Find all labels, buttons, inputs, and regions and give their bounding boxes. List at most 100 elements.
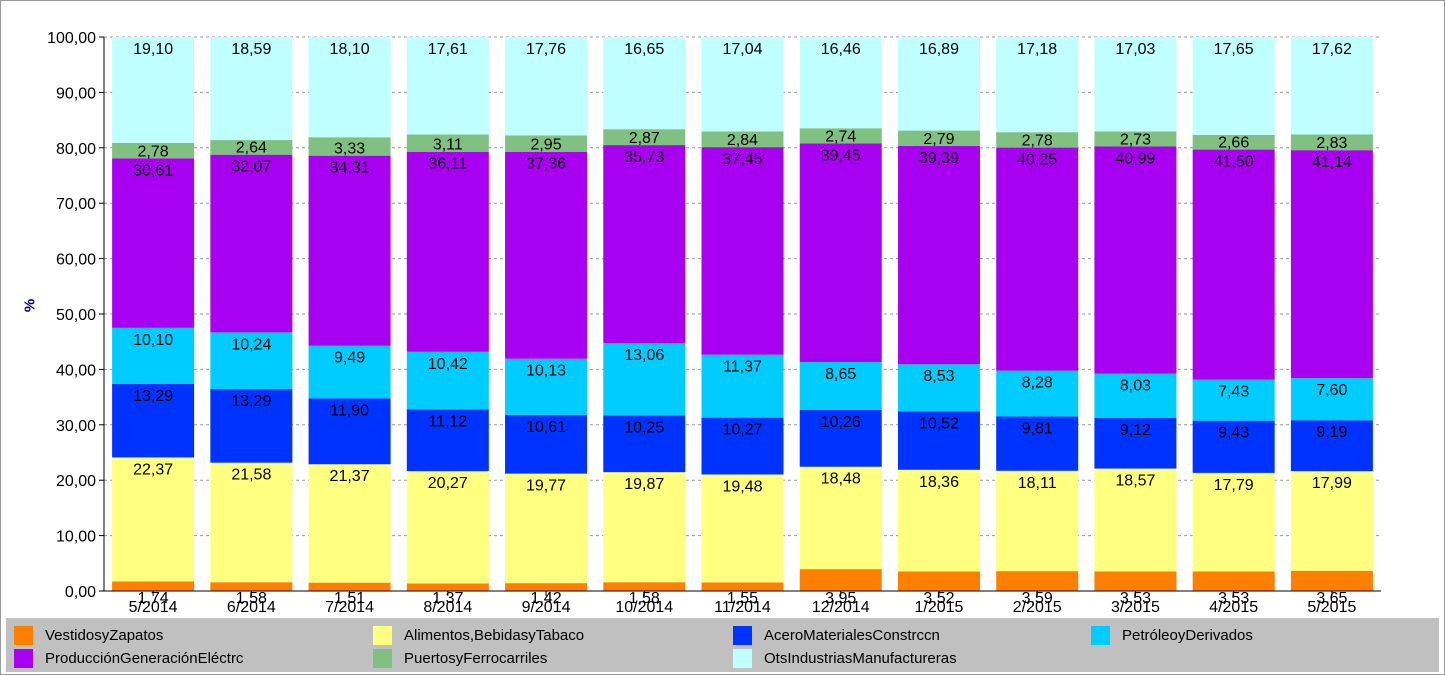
legend-item-vestidosyzapatos: VestidosyZapatos <box>14 625 163 645</box>
data-label: 3,52 <box>923 590 954 607</box>
data-label: 21,58 <box>231 467 271 484</box>
bar-segment-petroleoyderivados <box>799 361 882 410</box>
bar-segment-puertosyferrocarriles <box>1094 131 1177 147</box>
data-label: 16,89 <box>919 41 959 58</box>
bar-segment-alimentos-bebidasytabaco <box>799 466 882 570</box>
data-label: 11,37 <box>723 359 762 376</box>
data-label: 17,76 <box>526 41 566 58</box>
data-label: 13,29 <box>133 388 173 405</box>
bar-segment-producciongeneracionelectrc <box>112 158 195 328</box>
bar-segment-alimentos-bebidasytabaco <box>701 474 784 583</box>
data-label: 1,42 <box>530 590 561 607</box>
data-label: 7,43 <box>1218 383 1249 400</box>
bar-segment-otsindustriasmanufactureras <box>603 36 686 130</box>
data-label: 1,55 <box>727 590 758 607</box>
data-label: 9,81 <box>1022 420 1053 437</box>
bar-segment-petroleoyderivados <box>1290 378 1373 421</box>
bar-segment-otsindustriasmanufactureras <box>210 37 293 141</box>
bar-segment-petroleoyderivados <box>1094 373 1177 419</box>
x-tick-label: 12/2014 <box>812 599 870 616</box>
bar-segment-puertosyferrocarriles <box>505 135 588 152</box>
data-label: 34,31 <box>330 160 370 177</box>
data-label: 13,06 <box>624 347 664 364</box>
legend-swatch <box>1091 625 1110 645</box>
data-label: 1,51 <box>334 590 365 607</box>
bar-segment-aceromaterialesconstrccn <box>210 389 293 463</box>
data-label: 16,65 <box>624 41 664 58</box>
bar-segment-producciongeneracionelectrc <box>210 154 293 333</box>
y-tick-label: 100,00 <box>47 30 96 47</box>
stacked-bar-chart: 1,74 22,37 13,29 10,10 30,61 2,78 19,10 1,58 21,… <box>47 30 1381 616</box>
bar-segment-vestidosyzapatos <box>308 582 391 591</box>
bar-segment-puertosyferrocarriles <box>1192 134 1275 150</box>
legend-item-puertosyferrocarriles: PuertosyFerrocarriles <box>373 648 547 668</box>
legend-label: PuertosyFerrocarriles <box>404 649 548 667</box>
bar-segment-otsindustriasmanufactureras <box>1094 37 1177 132</box>
legend-label: Alimentos,BebidasyTabaco <box>404 626 585 644</box>
x-tick-label: 9/2014 <box>522 599 571 616</box>
data-label: 13,29 <box>231 393 271 410</box>
data-label: 2,78 <box>138 143 169 160</box>
y-tick-label: 60,00 <box>56 252 96 269</box>
data-label: 18,11 <box>1018 475 1057 492</box>
data-label: 1,74 <box>138 590 169 607</box>
bar-segment-vestidosyzapatos <box>701 582 784 591</box>
bar-segment-alimentos-bebidasytabaco <box>505 473 588 584</box>
data-label: 20,27 <box>428 475 468 492</box>
bar-segment-petroleoyderivados <box>308 345 391 399</box>
bar-segment-producciongeneracionelectrc <box>406 151 489 352</box>
bar-segment-petroleoyderivados <box>897 364 980 412</box>
bar-segment-vestidosyzapatos <box>1192 571 1275 591</box>
legend-swatch <box>373 625 392 645</box>
data-label: 17,61 <box>428 41 468 58</box>
legend-swatch <box>733 625 752 645</box>
bar-segment-vestidosyzapatos <box>406 583 489 591</box>
bar-segment-otsindustriasmanufactureras <box>1192 37 1275 135</box>
bar-segment-petroleoyderivados <box>1192 379 1275 421</box>
data-label: 37,36 <box>526 156 566 173</box>
data-label: 3,33 <box>334 141 365 158</box>
legend-item-otsindustriasmanufactureras: OtsIndustriasManufactureras <box>733 648 957 668</box>
data-label: 10,25 <box>624 419 664 436</box>
bar-segment-otsindustriasmanufactureras <box>799 37 882 129</box>
data-label: 2,64 <box>236 140 267 157</box>
data-label: 39,39 <box>919 150 959 167</box>
data-label: 10,26 <box>821 414 861 431</box>
data-labels: 1,74 22,37 13,29 10,10 30,61 2,78 19,10 1,58 21,… <box>133 41 1352 607</box>
bar-segment-puertosyferrocarriles <box>308 137 391 156</box>
legend-swatch <box>733 648 752 668</box>
x-tick-label: 6/2014 <box>227 599 276 616</box>
bar-segment-petroleoyderivados <box>406 351 489 410</box>
bar-segment-producciongeneracionelectrc <box>308 155 391 346</box>
data-label: 2,74 <box>825 128 856 145</box>
y-tick-label: 50,00 <box>56 307 96 324</box>
data-label: 8,28 <box>1022 375 1053 392</box>
data-label: 8,53 <box>923 368 954 385</box>
bar-segment-otsindustriasmanufactureras <box>996 37 1079 133</box>
bar-segment-puertosyferrocarriles <box>210 140 293 155</box>
bar-segment-producciongeneracionelectrc <box>1094 146 1177 374</box>
bar-segment-aceromaterialesconstrccn <box>799 409 882 467</box>
bar-segment-alimentos-bebidasytabaco <box>210 462 293 583</box>
bar-segment-aceromaterialesconstrccn <box>897 411 980 470</box>
x-tick-label: 1/2015 <box>914 599 963 616</box>
data-label: 3,53 <box>1120 590 1151 607</box>
data-label: 11,12 <box>428 414 467 431</box>
bar-segment-aceromaterialesconstrccn <box>406 409 489 472</box>
data-label: 41,50 <box>1214 154 1254 171</box>
data-label: 17,65 <box>1214 41 1254 58</box>
bar-segment-puertosyferrocarriles <box>112 142 195 159</box>
data-label: 2,83 <box>1316 135 1347 152</box>
data-label: 2,87 <box>629 130 660 147</box>
data-label: 10,42 <box>428 356 468 373</box>
data-label: 9,12 <box>1120 422 1151 439</box>
x-tick-label: 5/2015 <box>1307 599 1356 616</box>
data-label: 17,04 <box>722 41 762 58</box>
data-label: 18,59 <box>231 41 271 58</box>
bar-segment-alimentos-bebidasytabaco <box>996 470 1079 572</box>
data-label: 18,10 <box>330 41 370 58</box>
bars <box>112 36 1373 591</box>
data-label: 30,61 <box>133 162 173 179</box>
legend-label: AceroMaterialesConstrccn <box>764 626 940 644</box>
data-label: 9,49 <box>334 350 365 367</box>
